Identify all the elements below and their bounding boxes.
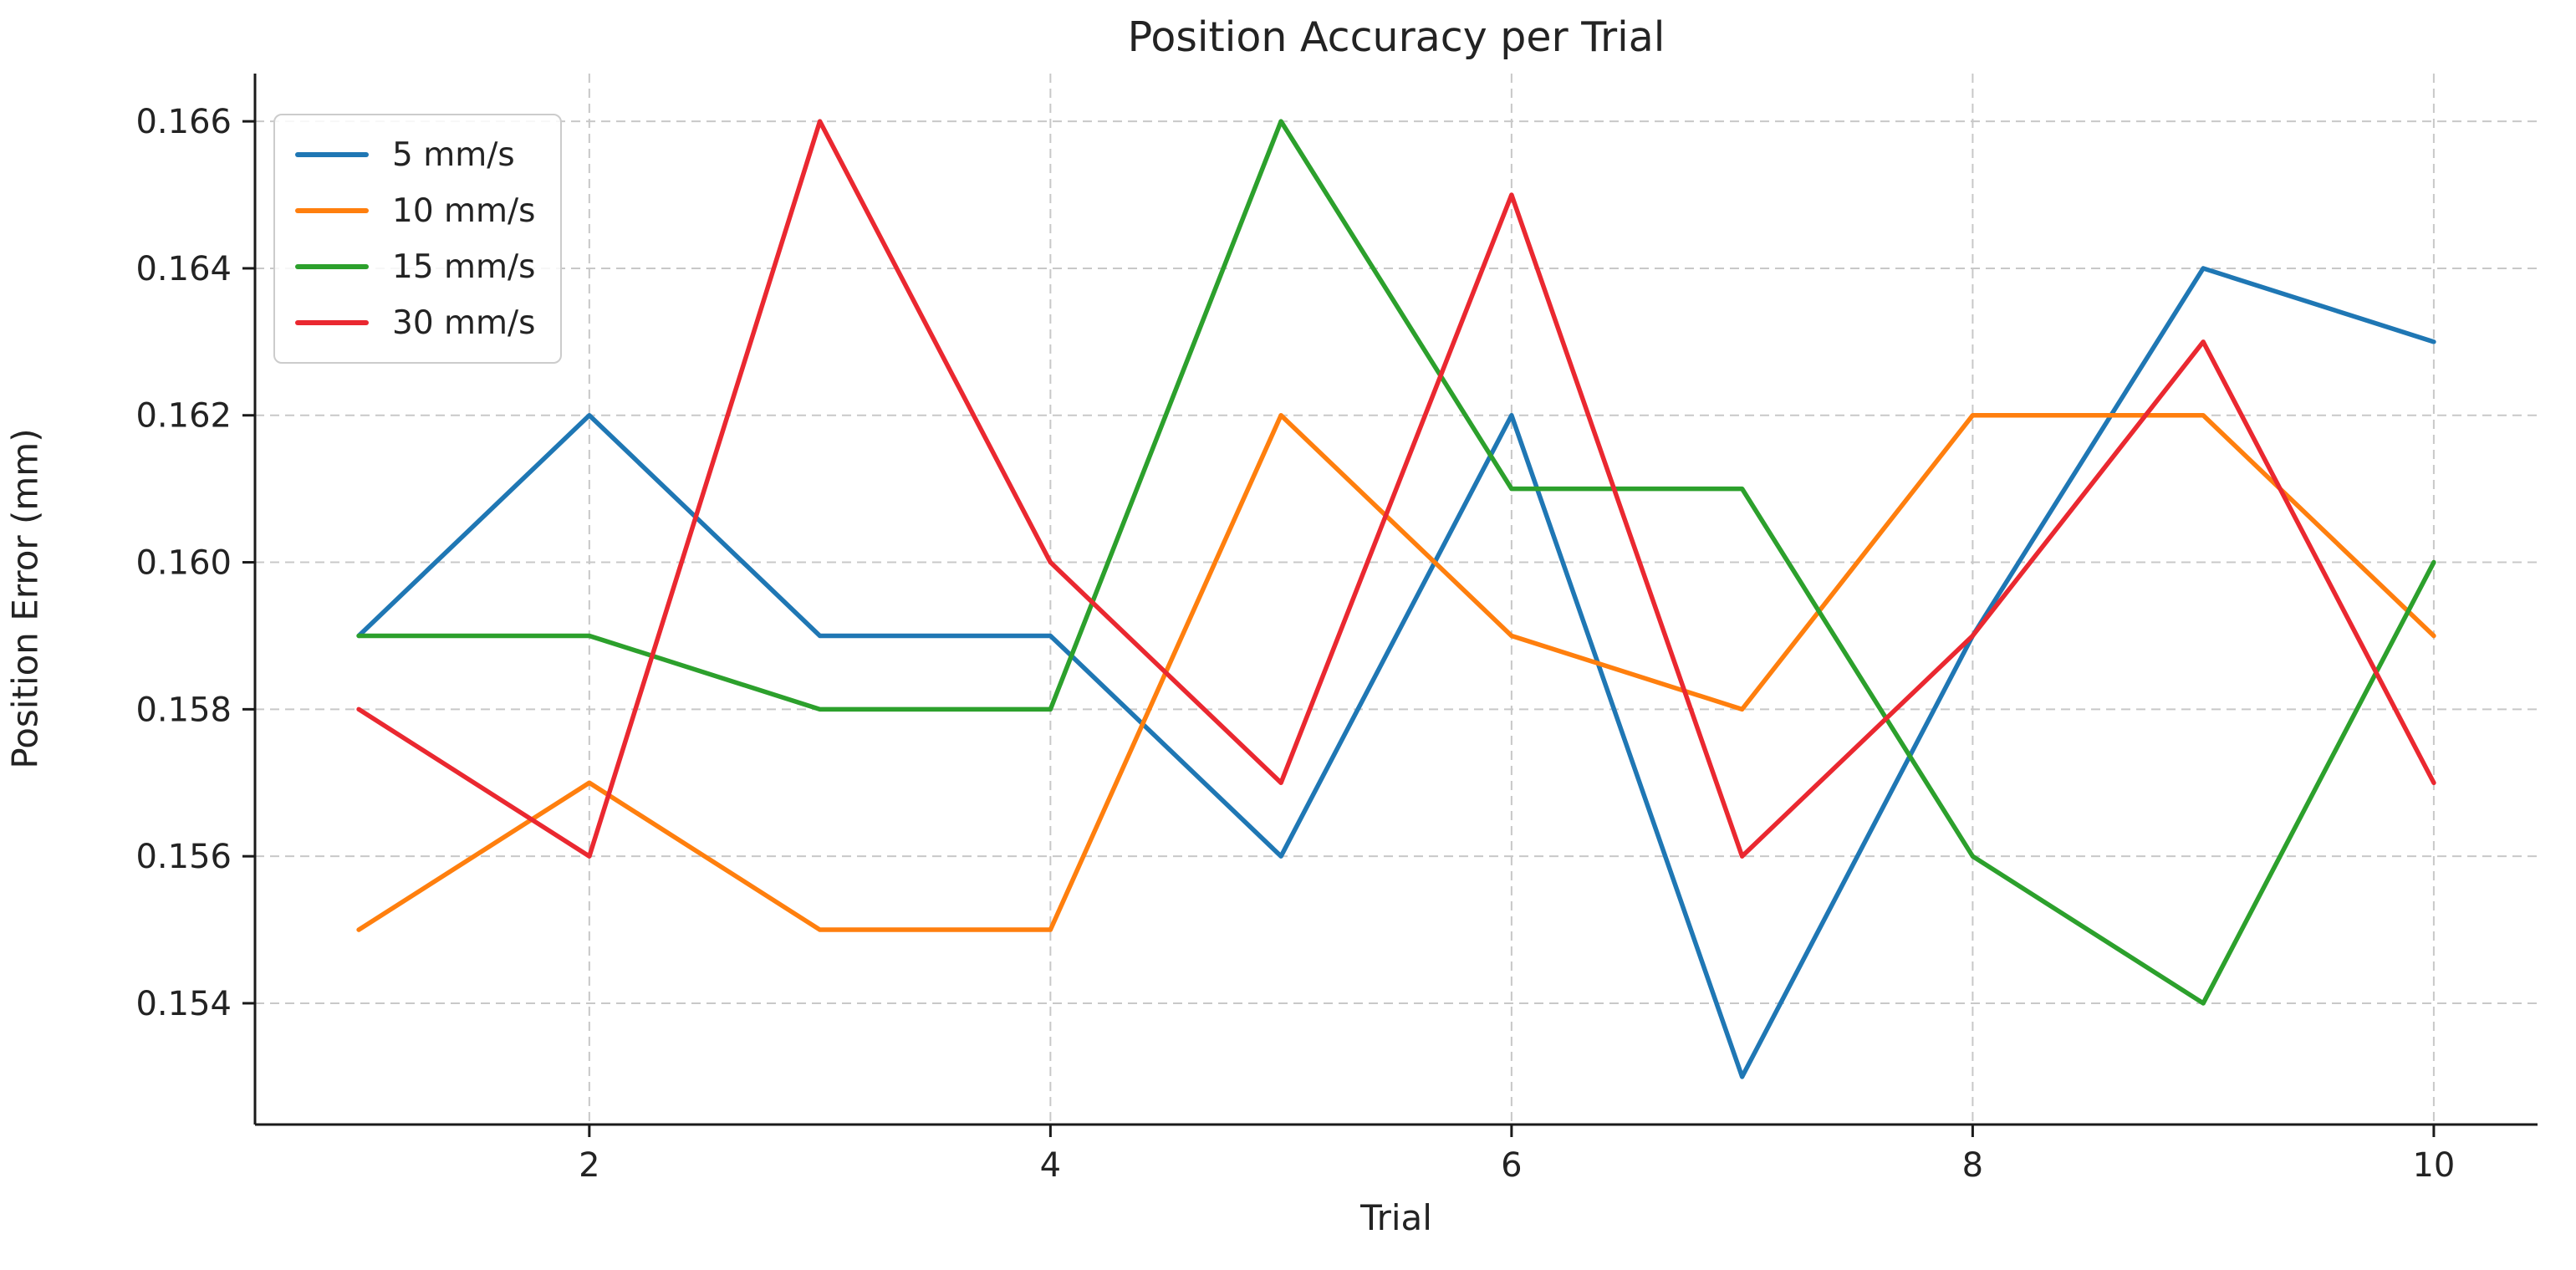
legend-line-swatch xyxy=(295,208,369,213)
legend-line-swatch xyxy=(295,320,369,325)
x-tick-label: 10 xyxy=(2412,1146,2455,1185)
legend-item: 15 mm/s xyxy=(295,246,535,288)
y-axis-label: Position Error (mm) xyxy=(4,428,46,769)
legend-item: 5 mm/s xyxy=(295,134,535,176)
series-line-10-mm-s xyxy=(356,412,2436,932)
x-tick-label: 2 xyxy=(579,1146,599,1185)
x-axis-label: Trial xyxy=(1360,1197,1432,1238)
legend-label: 5 mm/s xyxy=(392,135,515,174)
x-tick-label: 8 xyxy=(1962,1146,1983,1185)
y-tick-label: 0.162 xyxy=(135,397,232,436)
legend-label: 30 mm/s xyxy=(392,303,536,342)
y-tick-label: 0.154 xyxy=(135,985,232,1023)
y-tick-label: 0.158 xyxy=(135,691,232,729)
legend-label: 10 mm/s xyxy=(392,191,536,230)
series-line-15-mm-s xyxy=(356,119,2436,1006)
series-line-5-mm-s xyxy=(356,266,2436,1079)
y-tick-label: 0.166 xyxy=(135,103,232,141)
legend-label: 15 mm/s xyxy=(392,247,536,286)
legend-line-swatch xyxy=(295,264,369,269)
y-tick-label: 0.164 xyxy=(135,250,232,288)
y-tick-label: 0.160 xyxy=(135,544,232,583)
y-tick-label: 0.156 xyxy=(135,838,232,876)
legend-item: 30 mm/s xyxy=(295,302,535,344)
series-line-30-mm-s xyxy=(356,119,2436,859)
legend-item: 10 mm/s xyxy=(295,190,535,232)
x-tick-label: 6 xyxy=(1501,1146,1522,1185)
chart-title: Position Accuracy per Trial xyxy=(1127,13,1665,61)
legend: 5 mm/s 10 mm/s 15 mm/s 30 mm/s xyxy=(273,114,563,364)
x-tick-label: 4 xyxy=(1040,1146,1061,1185)
legend-line-swatch xyxy=(295,152,369,157)
